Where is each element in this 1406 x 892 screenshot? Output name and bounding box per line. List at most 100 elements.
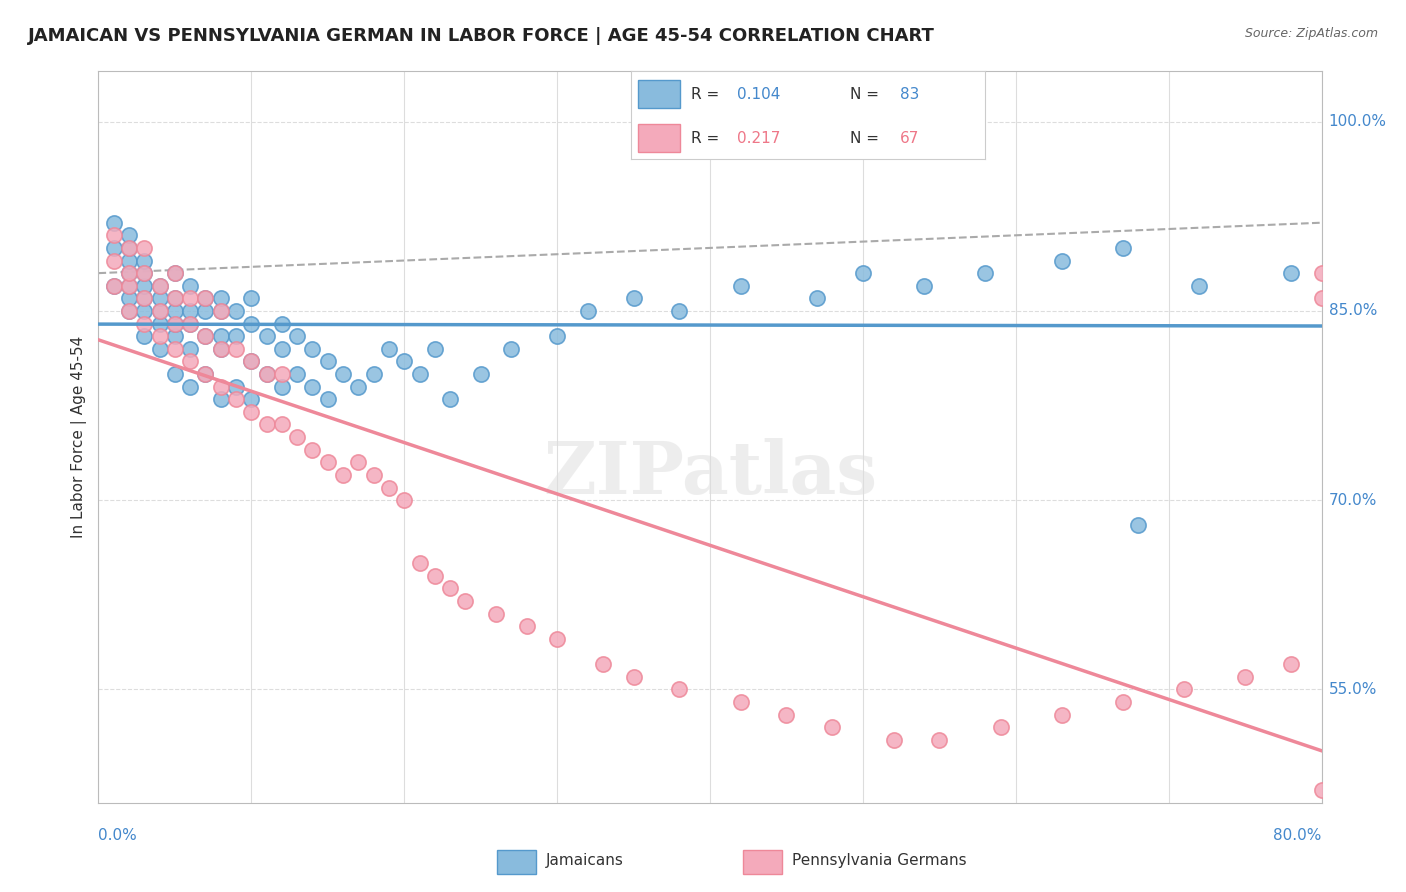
Point [316, 455, 339, 469]
Point [378, 342, 401, 356]
Point [103, 241, 125, 255]
Point [301, 379, 323, 393]
Point [118, 278, 141, 293]
Point [256, 329, 278, 343]
Point [163, 266, 186, 280]
Point [149, 304, 172, 318]
Point [163, 317, 186, 331]
Point [821, 720, 844, 734]
Point [103, 278, 125, 293]
Point [378, 481, 401, 495]
Point [347, 455, 370, 469]
Point [118, 228, 141, 243]
Y-axis label: In Labor Force | Age 45-54: In Labor Force | Age 45-54 [72, 336, 87, 538]
Point [285, 430, 308, 444]
Point [270, 317, 292, 331]
Point [118, 304, 141, 318]
Point [194, 291, 217, 305]
Point [285, 329, 308, 343]
Point [240, 392, 263, 407]
Point [256, 367, 278, 381]
Point [668, 682, 690, 697]
Point [546, 632, 568, 646]
Point [423, 342, 446, 356]
Point [1112, 241, 1135, 255]
Text: 0.0%: 0.0% [98, 828, 138, 843]
Point [225, 379, 247, 393]
Point [392, 493, 416, 508]
Point [408, 367, 430, 381]
Point [179, 379, 201, 393]
Text: 67: 67 [900, 130, 920, 145]
Point [163, 304, 186, 318]
Text: 55.0%: 55.0% [1329, 681, 1376, 697]
Point [485, 607, 508, 621]
Point [103, 216, 125, 230]
Point [270, 379, 292, 393]
Point [240, 291, 263, 305]
Point [225, 392, 247, 407]
Point [149, 291, 172, 305]
Text: Pennsylvania Germans: Pennsylvania Germans [793, 854, 967, 868]
Point [225, 304, 247, 318]
Point [134, 329, 156, 343]
Point [194, 367, 217, 381]
Point [332, 367, 354, 381]
Point [1310, 266, 1333, 280]
Text: 83: 83 [900, 87, 920, 102]
Point [149, 342, 172, 356]
Point [149, 317, 172, 331]
Text: 70.0%: 70.0% [1329, 492, 1376, 508]
Point [316, 392, 339, 407]
Point [883, 732, 905, 747]
Point [1050, 253, 1073, 268]
Point [240, 354, 263, 368]
Text: 0.104: 0.104 [737, 87, 780, 102]
Point [1310, 291, 1333, 305]
Point [179, 342, 201, 356]
Point [1050, 707, 1073, 722]
Point [179, 354, 201, 368]
Point [301, 342, 323, 356]
Point [516, 619, 538, 633]
Point [163, 266, 186, 280]
Point [852, 266, 875, 280]
Point [240, 317, 263, 331]
Point [285, 367, 308, 381]
Point [194, 367, 217, 381]
Point [408, 556, 430, 570]
Point [240, 405, 263, 419]
Point [974, 266, 997, 280]
Point [1310, 783, 1333, 797]
Point [623, 670, 645, 684]
Point [179, 317, 201, 331]
Point [118, 241, 141, 255]
Point [149, 278, 172, 293]
Point [730, 278, 752, 293]
Point [332, 467, 354, 482]
Point [179, 304, 201, 318]
Point [194, 329, 217, 343]
Point [134, 291, 156, 305]
Point [179, 278, 201, 293]
Point [623, 291, 645, 305]
Point [134, 266, 156, 280]
Text: 80.0%: 80.0% [1274, 828, 1322, 843]
Text: 85.0%: 85.0% [1329, 303, 1376, 318]
Point [209, 304, 232, 318]
Point [134, 266, 156, 280]
Point [118, 253, 141, 268]
Point [1279, 657, 1302, 671]
Point [912, 278, 935, 293]
Point [240, 354, 263, 368]
Point [134, 291, 156, 305]
FancyBboxPatch shape [637, 80, 681, 108]
Point [179, 291, 201, 305]
Point [194, 329, 217, 343]
Point [592, 657, 614, 671]
Point [163, 317, 186, 331]
Point [163, 367, 186, 381]
Point [1188, 278, 1211, 293]
Point [1234, 670, 1257, 684]
Point [118, 266, 141, 280]
